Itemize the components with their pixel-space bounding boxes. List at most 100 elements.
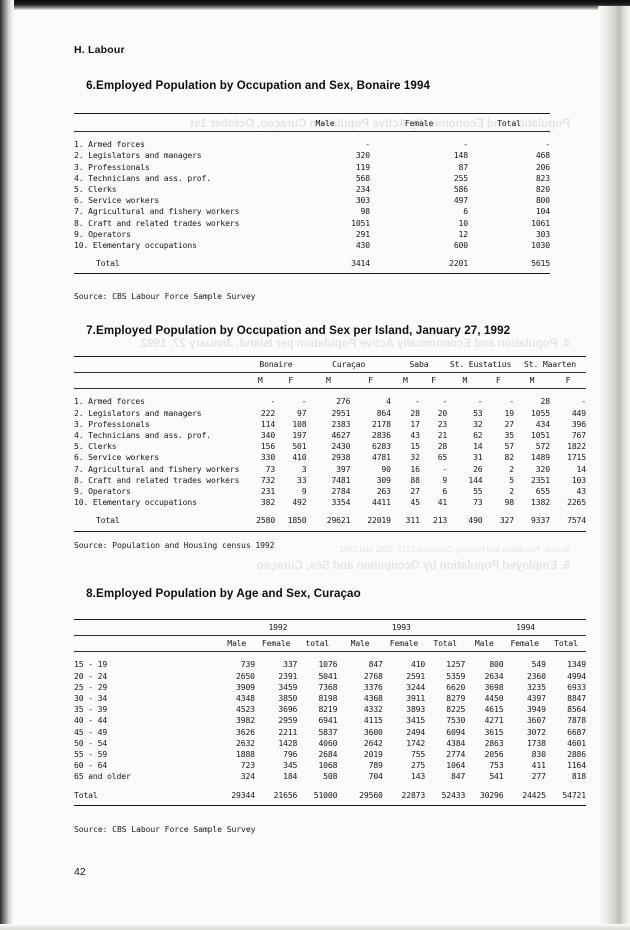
cell: 655 bbox=[535, 486, 550, 497]
cell: 32 bbox=[473, 418, 483, 429]
cell-male: 1051 bbox=[351, 217, 370, 228]
cell: 2768 bbox=[363, 670, 383, 681]
cell: 864 bbox=[376, 407, 391, 418]
cell: 4601 bbox=[567, 737, 586, 748]
cell: 2642 bbox=[363, 737, 383, 748]
island-bonaire: Bonaire bbox=[259, 359, 293, 369]
row-label: 65 and older bbox=[74, 771, 131, 782]
cell: 3850 bbox=[278, 693, 298, 704]
subheader: Female bbox=[389, 638, 419, 649]
cell-total: 468 bbox=[535, 150, 550, 161]
table-6-col-female: Female bbox=[404, 118, 434, 128]
cell: 320 bbox=[535, 463, 550, 474]
cell: 4994 bbox=[567, 670, 586, 681]
cell: 108 bbox=[292, 418, 307, 429]
cell: 27 bbox=[410, 486, 420, 497]
cell: 97 bbox=[297, 407, 307, 418]
cell: 3600 bbox=[363, 726, 383, 737]
total-cell: 7574 bbox=[567, 515, 586, 526]
table-8-subheader-row: Male Female total Male Female Total Male… bbox=[74, 638, 586, 649]
cell: 1715 bbox=[567, 452, 586, 463]
table-row: 3. Professionals 119 87 206 bbox=[74, 162, 550, 173]
cell: 156 bbox=[260, 441, 276, 452]
cell: 2056 bbox=[484, 749, 504, 760]
total-male: 3414 bbox=[351, 258, 370, 269]
cell-female: - bbox=[463, 139, 468, 150]
cell: 410 bbox=[410, 659, 426, 670]
cell: - bbox=[477, 396, 483, 407]
table-row: 5. Clerks 156 501 2430 6283 15 28 14 57 … bbox=[74, 441, 586, 452]
cell: 501 bbox=[292, 441, 307, 452]
cell-total: 800 bbox=[535, 195, 550, 206]
cell: 3244 bbox=[406, 681, 426, 692]
cell: 4368 bbox=[363, 693, 383, 704]
cell-female: 10 bbox=[458, 217, 469, 228]
row-label: 35 - 39 bbox=[74, 704, 108, 715]
cell: 411 bbox=[531, 760, 546, 771]
total-total: 5615 bbox=[531, 258, 550, 269]
cell: 796 bbox=[283, 749, 298, 760]
row-label: 3. Professionals bbox=[74, 418, 150, 429]
cell: - bbox=[442, 463, 448, 474]
row-label: 20 - 24 bbox=[74, 670, 108, 681]
cell: 4523 bbox=[236, 704, 255, 715]
subheader: total bbox=[305, 638, 330, 649]
cell: 847 bbox=[368, 659, 383, 670]
cell: 449 bbox=[571, 407, 586, 418]
row-label: 2. Legislators and managers bbox=[74, 407, 202, 418]
cell: 3072 bbox=[526, 726, 546, 737]
table-8-source: Source: CBS Labour Force Sample Survey bbox=[74, 824, 256, 834]
cell-female: 586 bbox=[453, 184, 468, 195]
table-row: 8. Craft and related trades workers 732 … bbox=[74, 475, 586, 486]
table-row: 9. Operators 291 12 303 bbox=[74, 229, 550, 240]
scan-edge-top bbox=[0, 0, 630, 10]
cell: 184 bbox=[283, 771, 298, 782]
cell: 73 bbox=[265, 463, 276, 474]
cell: 3354 bbox=[331, 497, 351, 508]
year-1993: 1993 bbox=[391, 622, 411, 632]
cell: 88 bbox=[410, 474, 420, 485]
total-cell: 29621 bbox=[326, 515, 351, 526]
row-label: 55 - 59 bbox=[74, 749, 108, 760]
sex-header: M bbox=[257, 375, 263, 386]
cell: 4781 bbox=[371, 452, 391, 463]
cell-male: 98 bbox=[360, 206, 371, 217]
cell: 275 bbox=[410, 760, 426, 771]
total-cell: 1850 bbox=[287, 515, 307, 526]
cell: 1888 bbox=[236, 749, 255, 760]
cell: 2863 bbox=[484, 737, 504, 748]
table-8: 1992 1993 1994 Male Female total Male Fe… bbox=[74, 619, 586, 806]
table-row: 6. Service workers 330 410 2938 4781 32 … bbox=[74, 452, 586, 463]
cell: 114 bbox=[260, 418, 276, 429]
cell: 492 bbox=[292, 497, 307, 508]
cell: 1489 bbox=[531, 452, 550, 463]
total-label: Total bbox=[96, 258, 120, 269]
cell-total: 820 bbox=[535, 184, 550, 195]
cell: 6283 bbox=[371, 441, 391, 452]
cell: 14 bbox=[473, 441, 483, 452]
cell-total: 104 bbox=[535, 206, 550, 217]
row-label: 25 - 29 bbox=[74, 681, 108, 692]
cell: 20 bbox=[437, 407, 448, 418]
subheader: Female bbox=[261, 638, 291, 649]
cell-female: 6 bbox=[463, 206, 468, 217]
sex-header: M bbox=[326, 375, 331, 386]
table-row: 2. Legislators and managers 222 97 2951 … bbox=[74, 408, 586, 419]
subheader: Female bbox=[510, 638, 539, 649]
row-label: 45 - 49 bbox=[74, 726, 108, 737]
cell: 2 bbox=[509, 486, 514, 497]
cell: 5041 bbox=[318, 670, 338, 681]
cell: 847 bbox=[451, 771, 466, 782]
cell: 277 bbox=[531, 771, 546, 782]
table-6: Male Female Total 1. Armed forces - - - … bbox=[74, 113, 550, 275]
row-label: 1. Armed forces bbox=[74, 396, 145, 407]
table-row: 20 - 24 2650 2391 5041 2768 2591 5359 26… bbox=[74, 671, 586, 682]
row-label: 8. Craft and related trades workers bbox=[74, 474, 240, 485]
cell: 197 bbox=[292, 430, 307, 441]
cell: 8847 bbox=[567, 693, 586, 704]
table-7-sex-header-row: M F M F M F M F M F bbox=[74, 375, 586, 386]
total-cell: 2580 bbox=[256, 515, 276, 526]
row-label: 6. Service workers bbox=[74, 452, 160, 463]
cell: 5837 bbox=[318, 726, 338, 737]
